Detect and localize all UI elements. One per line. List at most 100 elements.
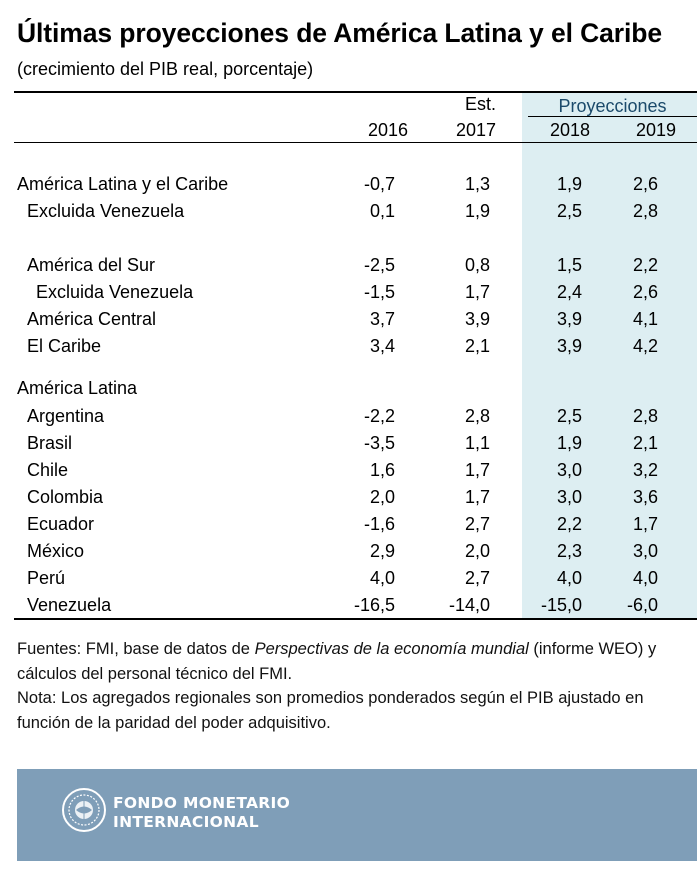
year-header-2017: 2017 xyxy=(455,120,496,140)
value-2019: 2,2 xyxy=(632,255,658,275)
row-label: El Caribe xyxy=(27,336,102,356)
value-2018: 1,9 xyxy=(556,174,582,194)
row-label: América Latina xyxy=(17,378,138,398)
value-2016: 0,1 xyxy=(369,201,395,221)
value-2016: -16,5 xyxy=(353,595,395,615)
est-header: Est. xyxy=(464,94,496,114)
table-row: Ecuador -1,6 2,7 2,2 1,7 xyxy=(0,514,697,541)
value-2018: 3,9 xyxy=(556,309,582,329)
imf-wordmark-line2: INTERNACIONAL xyxy=(113,813,259,831)
value-2017: 3,9 xyxy=(464,309,490,329)
value-2016: 4,0 xyxy=(369,568,395,588)
table-header-rule xyxy=(14,142,697,143)
value-2016: -2,5 xyxy=(363,255,395,275)
value-2016: 2,9 xyxy=(369,541,395,561)
value-2018: 3,0 xyxy=(556,487,582,507)
value-2019: 2,6 xyxy=(632,282,658,302)
table-row: Argentina -2,2 2,8 2,5 2,8 xyxy=(0,406,697,433)
value-2017: 1,1 xyxy=(464,433,490,453)
value-2018: 1,5 xyxy=(556,255,582,275)
row-label: América Latina y el Caribe xyxy=(17,174,229,194)
value-2018: 3,0 xyxy=(556,460,582,480)
value-2017: -14,0 xyxy=(448,595,490,615)
value-2016: -0,7 xyxy=(363,174,395,194)
table-row: Colombia 2,0 1,7 3,0 3,6 xyxy=(0,487,697,514)
value-2018: 2,5 xyxy=(556,201,582,221)
value-2019: 1,7 xyxy=(632,514,658,534)
value-2019: -6,0 xyxy=(626,595,658,615)
value-2017: 1,7 xyxy=(464,460,490,480)
row-label: Excluida Venezuela xyxy=(27,201,185,221)
sources-publication: Perspectivas de la economía mundial xyxy=(254,640,529,658)
value-2018: 2,4 xyxy=(556,282,582,302)
row-label: México xyxy=(27,541,85,561)
row-label: Colombia xyxy=(27,487,104,507)
value-2019: 4,0 xyxy=(632,568,658,588)
value-2019: 4,2 xyxy=(632,336,658,356)
row-label: América Central xyxy=(27,309,157,329)
value-2018: -15,0 xyxy=(540,595,582,615)
value-2017: 2,7 xyxy=(464,568,490,588)
value-2017: 2,1 xyxy=(464,336,490,356)
value-2018: 3,9 xyxy=(556,336,582,356)
sources-note: Fuentes: FMI, base de datos de Perspecti… xyxy=(17,637,697,686)
table-top-rule xyxy=(14,91,697,93)
table-row: Excluida Venezuela 0,1 1,9 2,5 2,8 xyxy=(0,201,697,228)
table-row: Perú 4,0 2,7 4,0 4,0 xyxy=(0,568,697,595)
value-2019: 3,0 xyxy=(632,541,658,561)
sources-prefix: Fuentes: FMI, base de datos de xyxy=(17,640,255,658)
imf-wordmark-line1: FONDO MONETARIO xyxy=(113,794,291,812)
value-2017: 2,0 xyxy=(464,541,490,561)
footnotes: Fuentes: FMI, base de datos de Perspecti… xyxy=(17,637,697,735)
value-2018: 4,0 xyxy=(556,568,582,588)
row-label: Chile xyxy=(27,460,69,480)
projections-header: Proyecciones xyxy=(558,96,667,116)
row-label: Venezuela xyxy=(27,595,112,615)
value-2016: -1,5 xyxy=(363,282,395,302)
value-2016: -3,5 xyxy=(363,433,395,453)
value-2019: 2,8 xyxy=(632,201,658,221)
projections-underline xyxy=(528,116,697,117)
value-2019: 3,6 xyxy=(632,487,658,507)
year-header-2016: 2016 xyxy=(367,120,408,140)
table-row: América Latina y el Caribe -0,7 1,3 1,9 2,6 xyxy=(0,174,697,201)
aggregation-note: Nota: Los agregados regionales son prome… xyxy=(17,689,644,732)
value-2016: -1,6 xyxy=(363,514,395,534)
table-row: América Latina xyxy=(0,378,697,405)
imf-seal-icon xyxy=(62,788,106,832)
year-header-2019: 2019 xyxy=(635,120,676,140)
table-row: Brasil -3,5 1,1 1,9 2,1 xyxy=(0,433,697,460)
sources-suffix: (informe WEO) y cálculos del personal té… xyxy=(17,640,657,683)
value-2017: 1,3 xyxy=(464,174,490,194)
table-row: El Caribe 3,4 2,1 3,9 4,2 xyxy=(0,336,697,363)
year-header-2018: 2018 xyxy=(549,120,590,140)
imf-wordmark: FONDO MONETARIO INTERNACIONAL xyxy=(113,794,290,832)
value-2017: 1,7 xyxy=(464,282,490,302)
row-label: Brasil xyxy=(27,433,73,453)
page-subtitle: (crecimiento del PIB real, porcentaje) xyxy=(17,59,314,79)
value-2018: 2,5 xyxy=(556,406,582,426)
value-2018: 2,3 xyxy=(556,541,582,561)
row-label: Ecuador xyxy=(27,514,95,534)
value-2017: 0,8 xyxy=(464,255,490,275)
table-row: América del Sur -2,5 0,8 1,5 2,2 xyxy=(0,255,697,282)
value-2019: 3,2 xyxy=(632,460,658,480)
value-2016: 1,6 xyxy=(369,460,395,480)
table-row: América Central 3,7 3,9 3,9 4,1 xyxy=(0,309,697,336)
row-label: Argentina xyxy=(27,406,105,426)
page-title: Últimas proyecciones de América Latina y… xyxy=(17,18,663,48)
value-2016: -2,2 xyxy=(363,406,395,426)
value-2016: 3,4 xyxy=(369,336,395,356)
value-2016: 2,0 xyxy=(369,487,395,507)
imf-brand-bar: FONDO MONETARIO INTERNACIONAL xyxy=(17,769,697,861)
value-2019: 2,8 xyxy=(632,406,658,426)
row-label: América del Sur xyxy=(27,255,156,275)
value-2019: 2,6 xyxy=(632,174,658,194)
projections-shade xyxy=(522,92,697,619)
table-row: Excluida Venezuela -1,5 1,7 2,4 2,6 xyxy=(0,282,697,309)
value-2018: 2,2 xyxy=(556,514,582,534)
value-2017: 1,7 xyxy=(464,487,490,507)
table-row: México 2,9 2,0 2,3 3,0 xyxy=(0,541,697,568)
value-2016: 3,7 xyxy=(369,309,395,329)
row-label: Perú xyxy=(27,568,66,588)
